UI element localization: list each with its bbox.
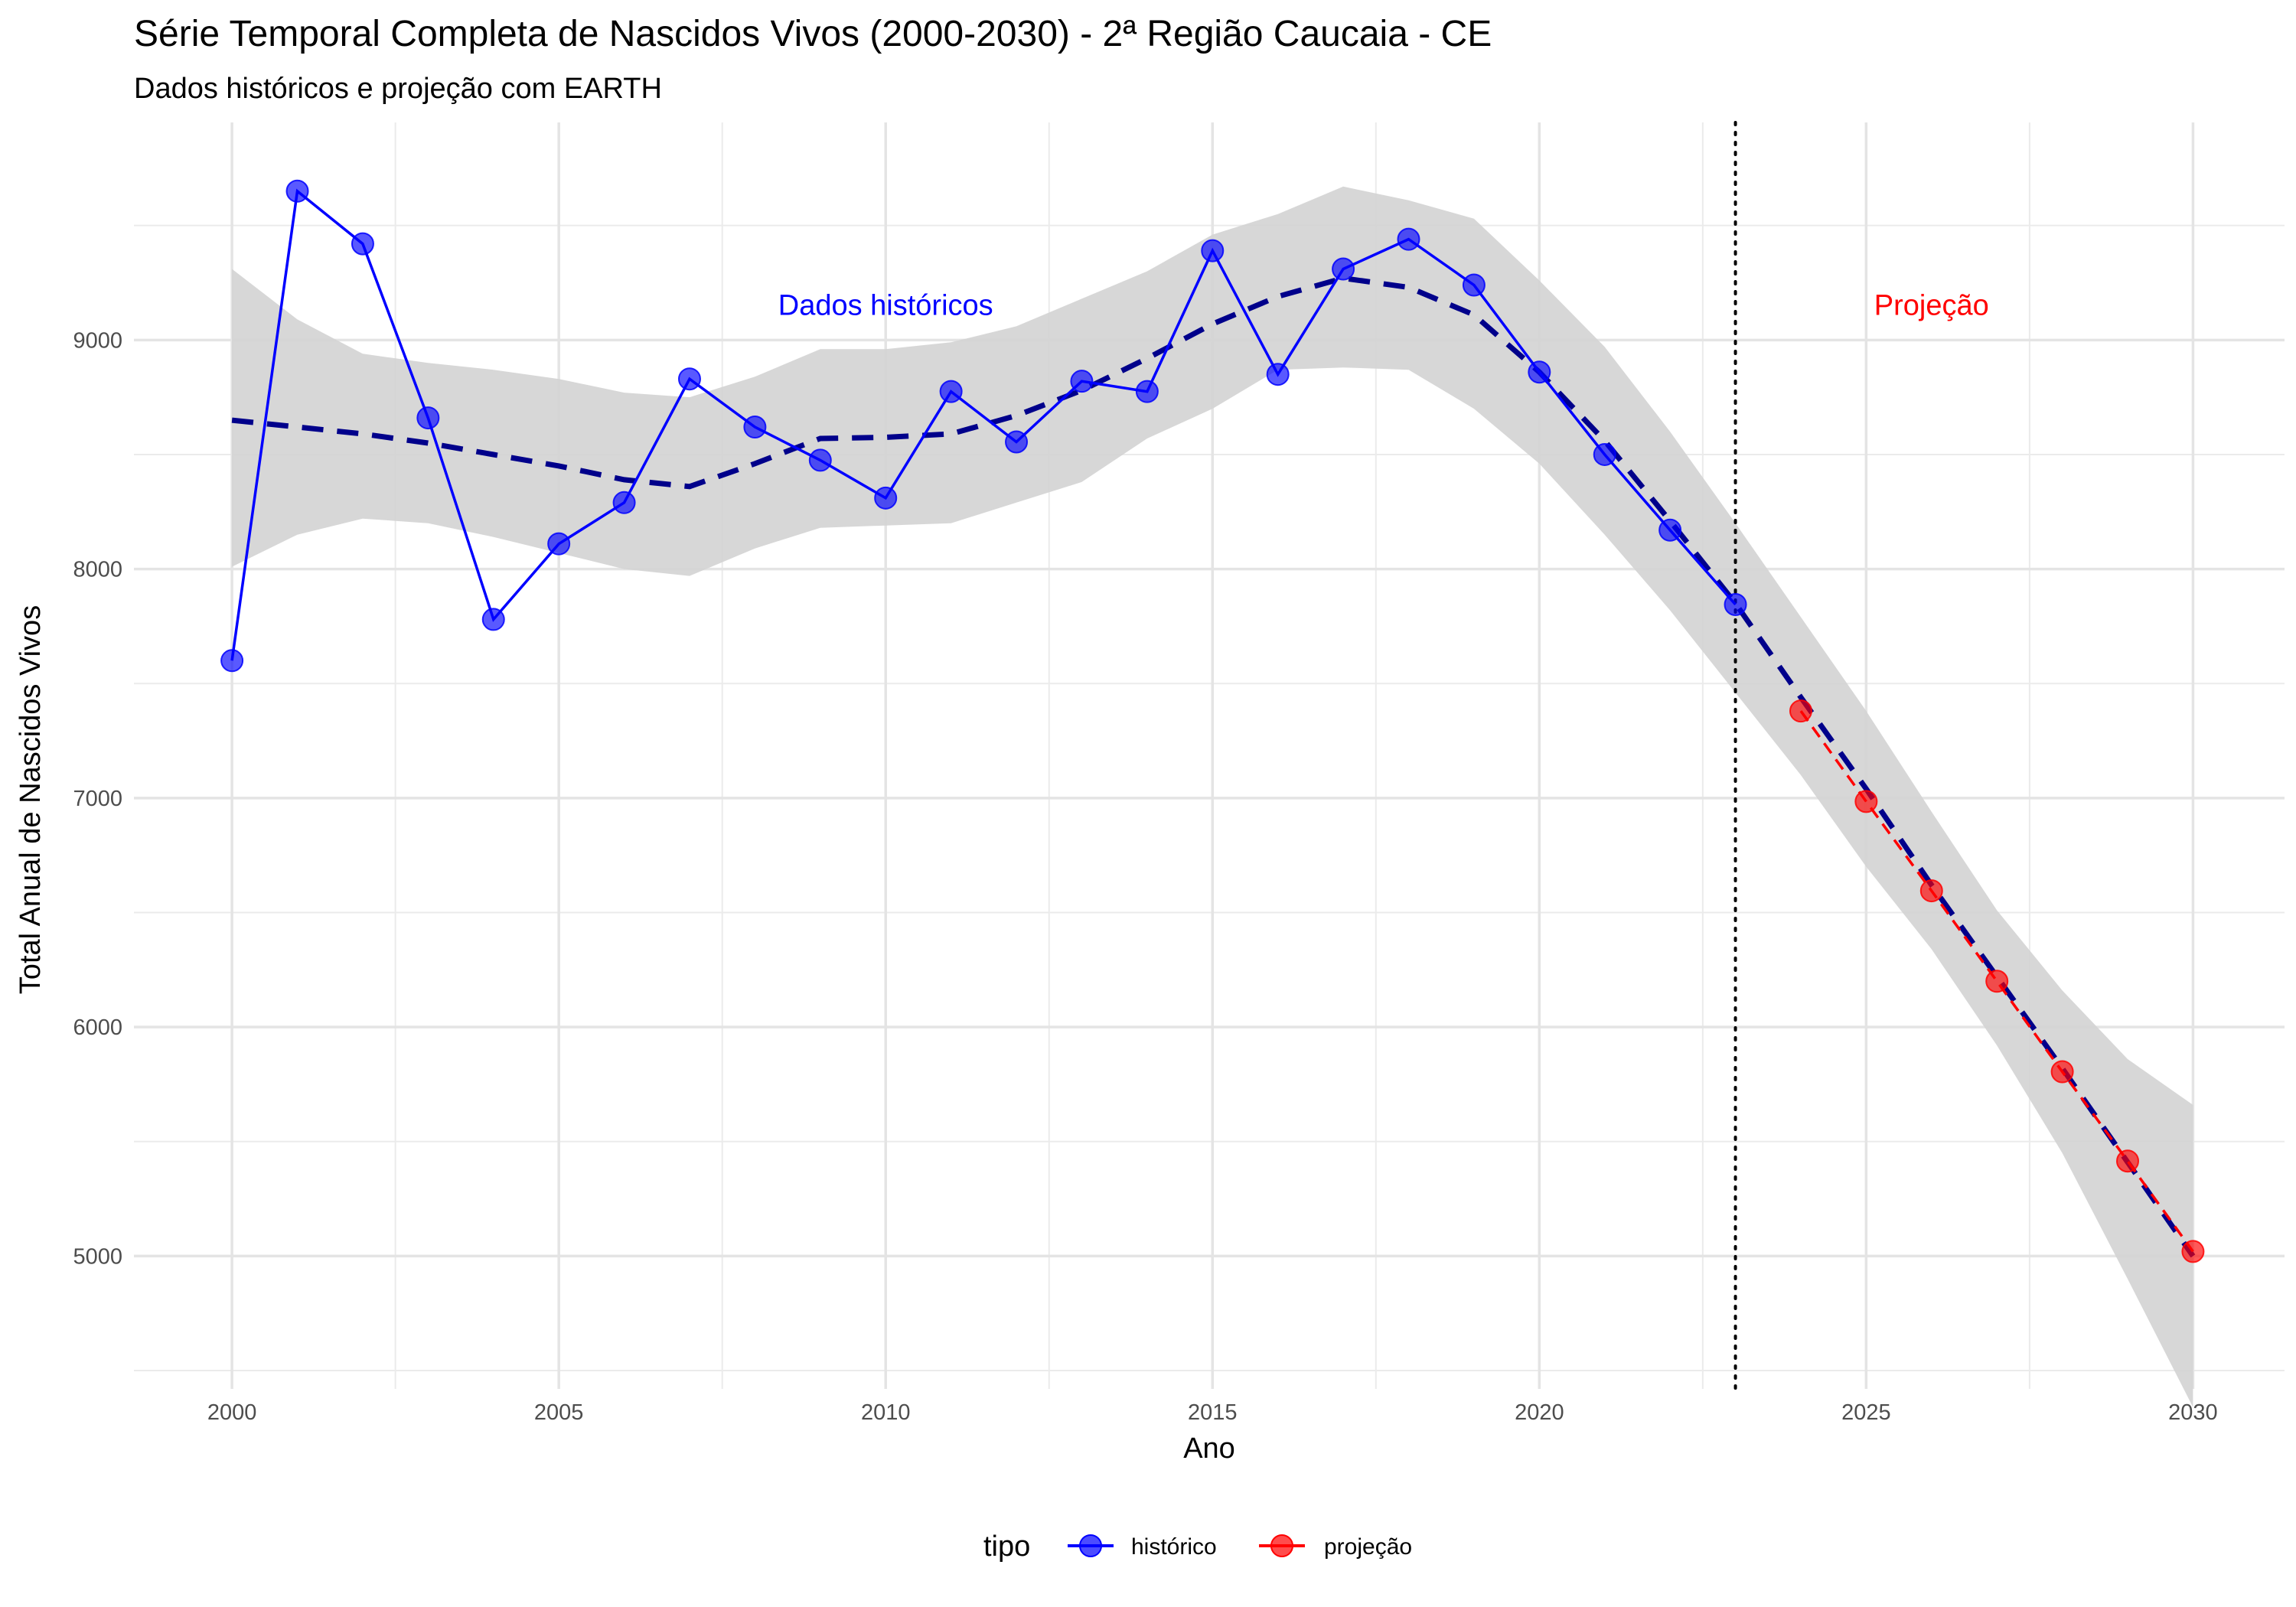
data-point-0 — [677, 367, 701, 391]
data-point-1 — [1919, 879, 1943, 903]
data-point-0 — [808, 448, 832, 472]
data-point-0 — [416, 406, 440, 430]
y-tick-label: 7000 — [73, 787, 122, 811]
data-point-0 — [547, 532, 571, 556]
data-point-0 — [481, 608, 505, 631]
series-line-0 — [230, 188, 1737, 661]
legend-item-historico: histórico — [1068, 1534, 1217, 1560]
x-tick-label: 2030 — [2168, 1400, 2218, 1425]
data-point-0 — [612, 491, 636, 514]
x-tick-label: 2020 — [1515, 1400, 1564, 1425]
data-point-1 — [2181, 1240, 2205, 1263]
x-tick-label: 2005 — [534, 1400, 584, 1425]
data-point-0 — [1462, 273, 1486, 297]
data-point-1 — [1985, 970, 2009, 993]
legend-key-point-projecao — [1270, 1534, 1293, 1557]
data-point-0 — [220, 649, 244, 673]
legend-key-point-historico — [1079, 1534, 1102, 1557]
data-point-0 — [1593, 442, 1616, 466]
y-axis-title: Total Anual de Nascidos Vivos — [15, 605, 47, 994]
y-tick-label: 6000 — [73, 1015, 122, 1040]
annotation-projection: Projeção — [1874, 289, 1989, 321]
annotation-historical: Dados históricos — [778, 289, 993, 321]
data-point-0 — [1528, 360, 1551, 384]
x-axis-ticks: 2000 2005 2010 2015 2020 2025 2030 — [207, 1400, 2218, 1425]
data-point-0 — [1266, 363, 1290, 386]
x-tick-label: 2000 — [207, 1400, 257, 1425]
y-tick-label: 5000 — [73, 1244, 122, 1269]
data-point-1 — [2116, 1149, 2140, 1173]
data-point-0 — [1332, 257, 1355, 281]
chart-subtitle: Dados históricos e projeção com EARTH — [134, 73, 662, 105]
legend-label-historico: histórico — [1131, 1534, 1217, 1560]
y-axis-ticks: 5000 6000 7000 8000 9000 — [73, 328, 122, 1269]
data-point-0 — [1397, 227, 1420, 251]
data-point-0 — [939, 380, 963, 403]
data-point-0 — [1135, 380, 1159, 403]
data-point-0 — [1070, 370, 1094, 393]
data-point-0 — [743, 416, 767, 439]
confidence-band — [232, 186, 2193, 1407]
data-point-0 — [1201, 239, 1225, 262]
chart-title: Série Temporal Completa de Nascidos Vivo… — [134, 14, 1492, 54]
x-tick-label: 2015 — [1188, 1400, 1238, 1425]
data-point-0 — [1005, 430, 1029, 454]
x-axis-title: Ano — [1183, 1433, 1235, 1465]
data-point-1 — [2050, 1060, 2074, 1084]
data-point-0 — [1724, 592, 1747, 616]
data-point-1 — [1789, 699, 1812, 723]
data-point-1 — [1854, 790, 1878, 813]
legend-label-projecao: projeção — [1324, 1534, 1412, 1560]
trend-line — [231, 275, 2196, 1258]
data-point-0 — [351, 232, 374, 256]
data-point-0 — [874, 486, 898, 510]
x-tick-label: 2025 — [1841, 1400, 1891, 1425]
legend-title: tipo — [983, 1530, 1030, 1563]
y-tick-label: 9000 — [73, 328, 122, 353]
x-tick-label: 2010 — [861, 1400, 911, 1425]
legend-item-projecao: projeção — [1259, 1534, 1412, 1560]
data-point-0 — [1658, 518, 1682, 542]
plot-panel — [134, 121, 2285, 1407]
legend: tipo histórico projeção — [983, 1530, 1412, 1563]
data-points — [220, 179, 2205, 1263]
y-tick-label: 8000 — [73, 558, 122, 582]
data-point-0 — [285, 179, 309, 203]
